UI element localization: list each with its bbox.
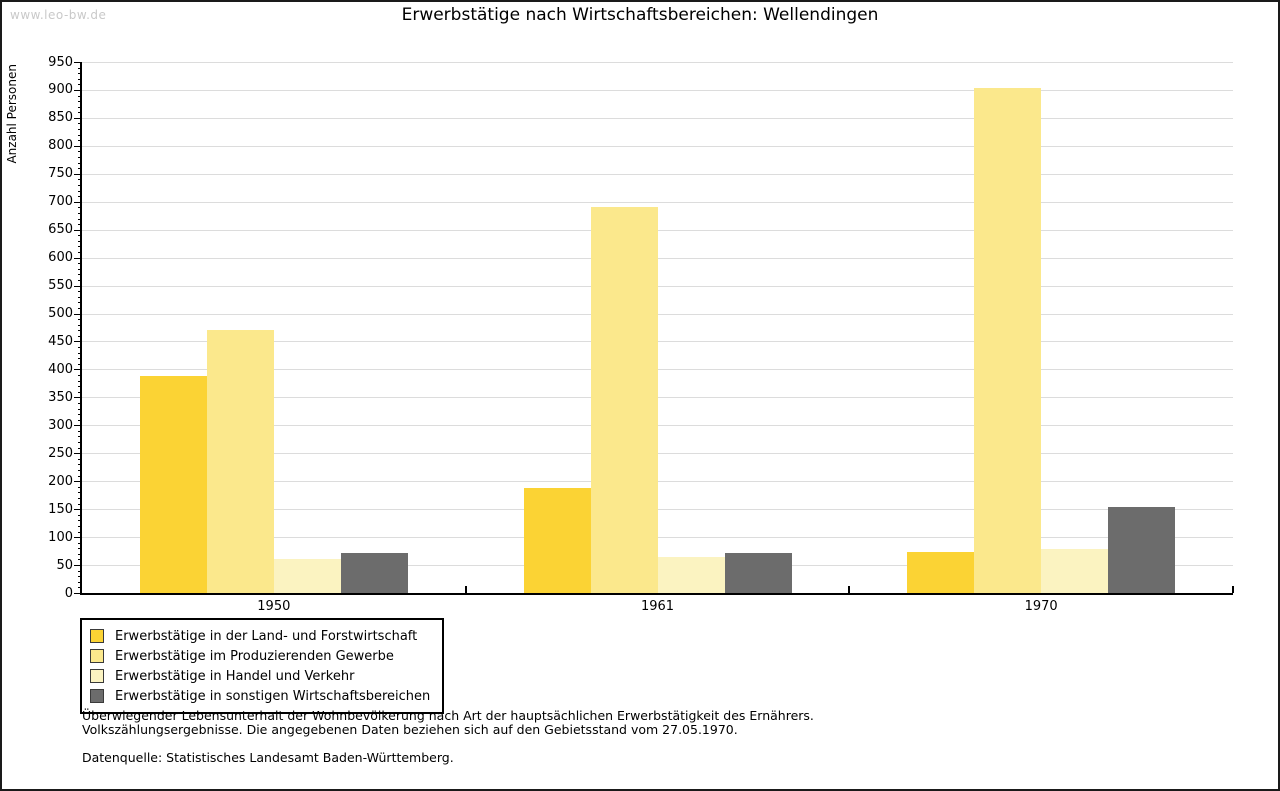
x-tick-label: 1961 xyxy=(640,599,675,614)
y-tick-label: 250 xyxy=(48,445,73,461)
bar-1970-series-4 xyxy=(1108,507,1176,593)
gridline xyxy=(82,89,1233,91)
footnote-line-2: Volkszählungsergebnisse. Die angegebenen… xyxy=(82,722,738,737)
y-tick-label: 750 xyxy=(48,166,73,182)
y-axis-major-tick xyxy=(74,89,82,91)
y-axis-major-tick xyxy=(74,229,82,231)
bar-1970-series-2 xyxy=(974,88,1042,593)
footnote-line-1: Überwiegender Lebensunterhalt der Wohnbe… xyxy=(82,708,814,723)
gridline xyxy=(82,285,1233,287)
gridline xyxy=(82,257,1233,259)
legend-label: Erwerbstätige in sonstigen Wirtschaftsbe… xyxy=(115,688,431,704)
y-axis-major-tick xyxy=(74,257,82,259)
legend-item: Erwerbstätige in sonstigen Wirtschaftsbe… xyxy=(90,686,430,706)
y-axis-major-tick xyxy=(74,369,82,371)
y-axis-major-tick xyxy=(74,481,82,483)
gridline xyxy=(82,201,1233,203)
y-tick-label: 850 xyxy=(48,110,73,126)
gridline xyxy=(82,397,1233,399)
bar-1961-series-2 xyxy=(590,207,658,593)
y-axis-major-tick xyxy=(74,285,82,287)
y-tick-label: 650 xyxy=(48,222,73,238)
gridline xyxy=(82,341,1233,343)
y-tick-label: 500 xyxy=(48,306,73,322)
y-tick-label: 100 xyxy=(48,529,73,545)
y-axis-major-tick xyxy=(74,201,82,203)
y-tick-label: 550 xyxy=(48,278,73,294)
y-axis-major-tick xyxy=(74,509,82,511)
x-tick-label: 1950 xyxy=(257,599,291,614)
bar-1970-series-3 xyxy=(1041,549,1109,593)
bar-1961-series-4 xyxy=(724,553,792,593)
bar-1970-series-1 xyxy=(907,552,975,593)
y-axis-major-tick xyxy=(74,341,82,343)
y-tick-label: 150 xyxy=(48,501,73,517)
y-axis-major-tick xyxy=(74,453,82,455)
y-tick-label: 0 xyxy=(64,585,73,601)
y-axis-major-tick xyxy=(74,313,82,315)
y-axis-major-tick xyxy=(74,145,82,147)
bar-1950-series-1 xyxy=(139,376,207,593)
legend-label: Erwerbstätige in Handel und Verkehr xyxy=(115,668,355,684)
legend-swatch-produzierendes-gewerbe xyxy=(90,649,104,663)
y-axis-major-tick xyxy=(74,173,82,175)
bar-1950-series-3 xyxy=(273,559,341,593)
y-tick-label: 350 xyxy=(48,389,73,405)
bar-1961-series-1 xyxy=(523,488,591,593)
x-axis-line xyxy=(80,593,1233,595)
watermark: www.leo-bw.de xyxy=(10,8,107,22)
y-tick-label: 300 xyxy=(48,417,73,433)
bar-1961-series-3 xyxy=(657,557,725,593)
legend-swatch-handel-verkehr xyxy=(90,669,104,683)
y-tick-label: 800 xyxy=(48,138,73,154)
x-axis-boundary-tick xyxy=(464,586,467,593)
y-axis-major-tick xyxy=(74,117,82,119)
legend-item: Erwerbstätige in der Land- und Forstwirt… xyxy=(90,626,430,646)
y-tick-label: 950 xyxy=(48,54,73,70)
gridline xyxy=(82,229,1233,231)
legend-swatch-sonstige xyxy=(90,689,104,703)
bar-1950-series-4 xyxy=(340,553,408,593)
x-axis-boundary-tick xyxy=(848,586,851,593)
legend-item: Erwerbstätige im Produzierenden Gewerbe xyxy=(90,646,430,666)
y-axis-major-tick xyxy=(74,593,82,594)
y-tick-label: 50 xyxy=(56,557,73,573)
y-tick-label: 600 xyxy=(48,250,73,266)
data-source-note: Datenquelle: Statistisches Landesamt Bad… xyxy=(82,750,454,765)
x-tick-label: 1970 xyxy=(1024,599,1058,614)
gridline xyxy=(82,313,1233,315)
y-axis-major-tick xyxy=(74,397,82,399)
y-tick-label: 400 xyxy=(48,361,73,377)
y-axis-major-tick xyxy=(74,537,82,539)
y-tick-label: 900 xyxy=(48,82,73,98)
y-tick-label: 200 xyxy=(48,473,73,489)
legend-item: Erwerbstätige in Handel und Verkehr xyxy=(90,666,430,686)
gridline xyxy=(82,537,1233,539)
gridline xyxy=(82,62,1233,63)
y-axis-line xyxy=(80,62,82,595)
chart-title: Erwerbstätige nach Wirtschaftsbereichen:… xyxy=(401,5,879,25)
gridline xyxy=(82,509,1233,511)
gridline xyxy=(82,145,1233,147)
x-axis-boundary-tick xyxy=(1232,586,1234,593)
gridline xyxy=(82,425,1233,427)
legend-label: Erwerbstätige im Produzierenden Gewerbe xyxy=(115,648,394,664)
legend-label: Erwerbstätige in der Land- und Forstwirt… xyxy=(115,628,418,644)
gridline xyxy=(82,481,1233,483)
legend-swatch-land-forstwirtschaft xyxy=(90,629,104,643)
gridline xyxy=(82,173,1233,175)
y-tick-label: 450 xyxy=(48,333,73,349)
y-axis-major-tick xyxy=(74,62,82,63)
y-tick-label: 700 xyxy=(48,194,73,210)
gridline xyxy=(82,117,1233,119)
gridline xyxy=(82,453,1233,455)
legend: Erwerbstätige in der Land- und Forstwirt… xyxy=(80,618,445,714)
bar-1950-series-2 xyxy=(206,330,274,593)
y-axis-major-tick xyxy=(74,425,82,427)
gridline xyxy=(82,369,1233,371)
y-axis-major-tick xyxy=(74,565,82,567)
